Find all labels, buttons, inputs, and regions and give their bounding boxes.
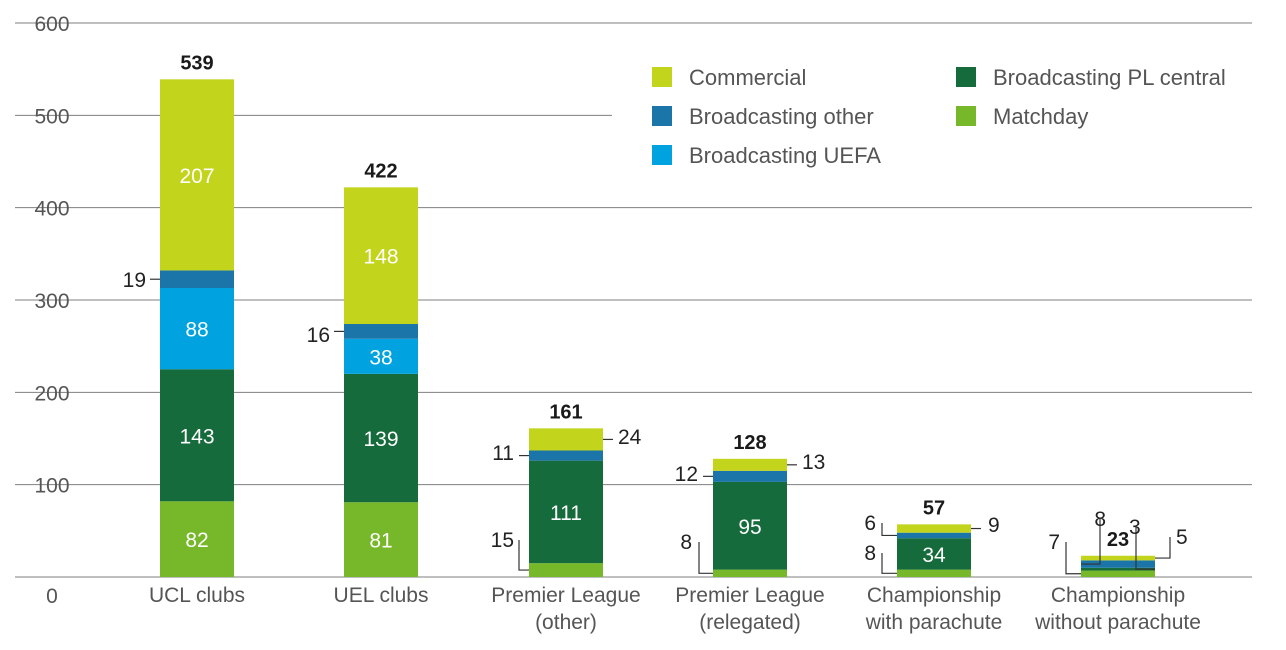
y-tick-label: 600 bbox=[34, 13, 69, 36]
total-label: 23 bbox=[1107, 529, 1129, 551]
category-label: with parachute bbox=[865, 611, 1003, 634]
leader-line bbox=[1155, 537, 1171, 559]
x-axis: UCL clubs UEL clubs Premier League (other) P… bbox=[149, 584, 1201, 634]
bar-segment bbox=[529, 450, 603, 461]
segment-label: 8 bbox=[680, 531, 692, 554]
y-tick-label: 300 bbox=[34, 290, 69, 313]
segment-label: 9 bbox=[988, 514, 1000, 537]
category-label: (other) bbox=[535, 611, 597, 634]
segment-label: 5 bbox=[1176, 526, 1188, 549]
y-tick-label: 500 bbox=[34, 105, 69, 128]
bar-segment bbox=[713, 481, 787, 570]
category-label: Championship bbox=[1051, 584, 1185, 607]
bar-segment bbox=[897, 532, 971, 539]
segment-label: 148 bbox=[363, 246, 398, 269]
bar-segment bbox=[344, 187, 418, 325]
y-tick-label: 400 bbox=[34, 198, 69, 221]
leader-line bbox=[881, 553, 897, 574]
bar-segment bbox=[344, 373, 418, 503]
category-label: without parachute bbox=[1034, 611, 1201, 634]
segment-label: 7 bbox=[1048, 531, 1060, 554]
total-label: 161 bbox=[549, 401, 582, 423]
category-label: UEL clubs bbox=[334, 584, 429, 607]
segment-label: 95 bbox=[738, 516, 761, 539]
bar-segment bbox=[529, 563, 603, 577]
bar-segment bbox=[160, 270, 234, 288]
segment-label: 111 bbox=[550, 502, 582, 525]
legend-swatch bbox=[956, 106, 976, 126]
category-label: Premier League bbox=[675, 584, 824, 607]
legend-entry: Commercial bbox=[689, 65, 806, 90]
bar-segment bbox=[897, 524, 971, 533]
segment-label: 19 bbox=[123, 269, 146, 292]
bar-segment bbox=[529, 428, 603, 451]
legend: Commercial Broadcasting PL central Broadca… bbox=[652, 65, 1226, 168]
legend-swatch bbox=[652, 106, 672, 126]
bar-segment bbox=[160, 369, 234, 502]
category-label: Championship bbox=[867, 584, 1001, 607]
bar-segment bbox=[344, 338, 418, 374]
total-label: 539 bbox=[180, 52, 213, 74]
bar-segment bbox=[160, 287, 234, 370]
segment-label: 82 bbox=[185, 529, 208, 552]
segment-label: 11 bbox=[492, 442, 514, 465]
leader-line bbox=[1081, 519, 1101, 565]
segment-label: 81 bbox=[369, 530, 392, 553]
legend-entry: Broadcasting UEFA bbox=[689, 143, 881, 168]
bar-segment bbox=[1081, 570, 1155, 577]
legend-swatch bbox=[652, 145, 672, 165]
legend-swatch bbox=[956, 67, 976, 87]
category-label: (relegated) bbox=[699, 611, 801, 634]
bar-segment bbox=[713, 470, 787, 482]
y-tick-label: 100 bbox=[34, 475, 69, 498]
bars bbox=[160, 79, 1155, 577]
legend-swatch bbox=[652, 67, 672, 87]
segment-label: 24 bbox=[618, 426, 642, 449]
bar-segment bbox=[529, 460, 603, 564]
leader-line bbox=[881, 523, 897, 537]
segment-label: 139 bbox=[363, 428, 398, 451]
leader-line bbox=[698, 542, 713, 574]
segment-label: 13 bbox=[802, 451, 825, 474]
bar-segment bbox=[713, 458, 787, 471]
segment-label: 143 bbox=[179, 425, 214, 448]
segment-label: 8 bbox=[864, 542, 876, 565]
bar-segment bbox=[897, 569, 971, 577]
segment-label: 38 bbox=[369, 346, 392, 369]
y-tick-label: 0 bbox=[46, 585, 58, 608]
bar-segment bbox=[1081, 555, 1155, 561]
bar-segment bbox=[160, 79, 234, 271]
total-label: 422 bbox=[364, 160, 397, 182]
segment-label: 3 bbox=[1129, 516, 1141, 539]
bar-segment bbox=[160, 501, 234, 577]
bar-segment bbox=[1081, 560, 1155, 568]
segment-label: 12 bbox=[675, 463, 698, 486]
legend-entry: Matchday bbox=[993, 104, 1088, 129]
segment-label: 6 bbox=[864, 512, 876, 535]
category-label: UCL clubs bbox=[149, 584, 245, 607]
segment-label: 34 bbox=[922, 544, 946, 567]
leader-line bbox=[1065, 542, 1081, 575]
segment-label: 8 bbox=[1094, 508, 1106, 531]
y-axis: 0 100 200 300 400 500 600 bbox=[34, 13, 69, 608]
y-tick-label: 200 bbox=[34, 382, 69, 405]
category-label: Premier League bbox=[491, 584, 640, 607]
segment-label: 15 bbox=[491, 529, 514, 552]
leader-line bbox=[518, 540, 529, 571]
bar-segment bbox=[897, 538, 971, 570]
bar-segment bbox=[344, 502, 418, 577]
bar-segment bbox=[344, 324, 418, 339]
total-label: 128 bbox=[733, 432, 766, 454]
segment-label: 207 bbox=[179, 165, 214, 188]
segment-label: 16 bbox=[307, 324, 330, 347]
legend-entry: Broadcasting PL central bbox=[993, 65, 1226, 90]
bar-segment bbox=[713, 569, 787, 577]
bar-segment bbox=[1081, 567, 1155, 571]
segment-label: 88 bbox=[185, 319, 208, 342]
total-label: 57 bbox=[923, 497, 945, 519]
leader-line bbox=[1135, 527, 1155, 570]
legend-entry: Broadcasting other bbox=[689, 104, 874, 129]
